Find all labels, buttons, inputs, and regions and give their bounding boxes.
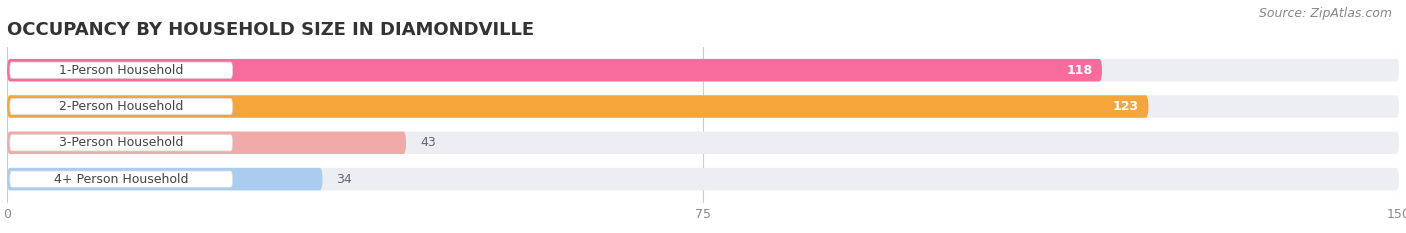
Text: 118: 118: [1067, 64, 1092, 77]
Text: 34: 34: [336, 173, 353, 186]
FancyBboxPatch shape: [7, 95, 1399, 118]
FancyBboxPatch shape: [10, 135, 232, 151]
Text: 3-Person Household: 3-Person Household: [59, 136, 183, 149]
Text: OCCUPANCY BY HOUSEHOLD SIZE IN DIAMONDVILLE: OCCUPANCY BY HOUSEHOLD SIZE IN DIAMONDVI…: [7, 21, 534, 39]
FancyBboxPatch shape: [7, 132, 1399, 154]
Text: 43: 43: [420, 136, 436, 149]
FancyBboxPatch shape: [10, 98, 232, 115]
FancyBboxPatch shape: [7, 59, 1399, 82]
FancyBboxPatch shape: [7, 168, 322, 190]
FancyBboxPatch shape: [7, 59, 1102, 82]
FancyBboxPatch shape: [10, 171, 232, 187]
Text: 1-Person Household: 1-Person Household: [59, 64, 183, 77]
FancyBboxPatch shape: [7, 95, 1149, 118]
Text: Source: ZipAtlas.com: Source: ZipAtlas.com: [1258, 7, 1392, 20]
Text: 4+ Person Household: 4+ Person Household: [53, 173, 188, 186]
FancyBboxPatch shape: [7, 168, 1399, 190]
FancyBboxPatch shape: [7, 132, 406, 154]
Text: 2-Person Household: 2-Person Household: [59, 100, 183, 113]
FancyBboxPatch shape: [10, 62, 232, 78]
Text: 123: 123: [1114, 100, 1139, 113]
